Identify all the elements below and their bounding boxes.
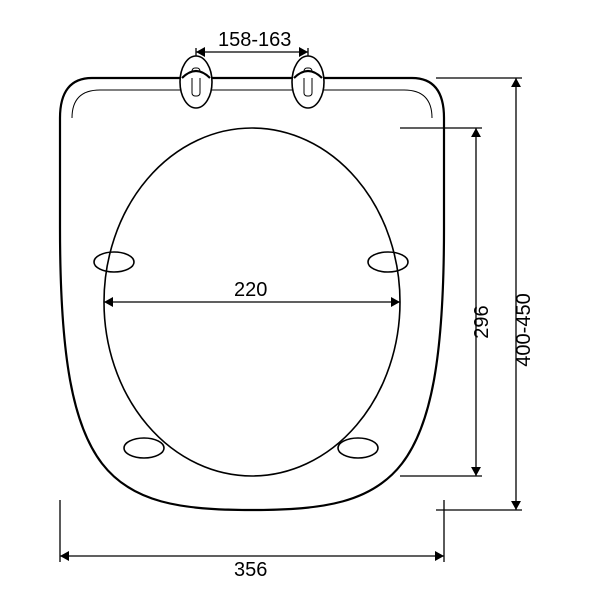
dim-label-hinge_range: 158-163	[218, 29, 291, 51]
dim-label-length_range: 400-450	[513, 293, 535, 366]
dim-label-inner_height: 296	[471, 305, 493, 338]
dim-label-outer_width: 356	[234, 559, 267, 581]
dim-label-inner_width: 220	[234, 279, 267, 301]
